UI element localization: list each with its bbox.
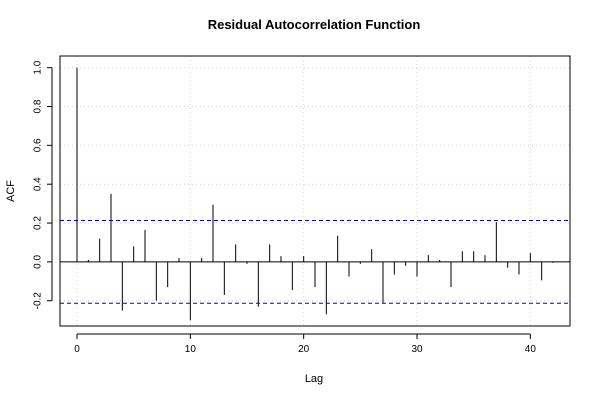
x-tick-label: 10 xyxy=(185,344,197,355)
plot-frame xyxy=(59,55,571,327)
y-tick-label: -0.2 xyxy=(33,292,44,310)
chart-title: Residual Autocorrelation Function xyxy=(208,17,421,32)
y-axis-label: ACF xyxy=(5,180,17,202)
acf-bars xyxy=(60,67,570,321)
x-axis: 0 10 20 30 40 xyxy=(74,333,537,355)
y-axis: -0.2 0.0 0.2 0.4 0.6 0.8 1.0 xyxy=(33,60,53,310)
x-tick-label: 20 xyxy=(298,344,310,355)
y-tick-label: 0.6 xyxy=(33,138,44,152)
y-tick-label: 0.2 xyxy=(33,216,44,230)
y-tick-label: 0.8 xyxy=(33,99,44,113)
x-tick-label: 30 xyxy=(411,344,423,355)
x-tick-label: 0 xyxy=(74,344,80,355)
confidence-bounds xyxy=(60,220,570,304)
y-tick-label: 0.4 xyxy=(33,177,44,191)
y-tick-label: 1.0 xyxy=(33,60,44,74)
y-tick-label: 0.0 xyxy=(33,255,44,269)
x-axis-label: Lag xyxy=(305,373,323,385)
x-tick-label: 40 xyxy=(525,344,537,355)
